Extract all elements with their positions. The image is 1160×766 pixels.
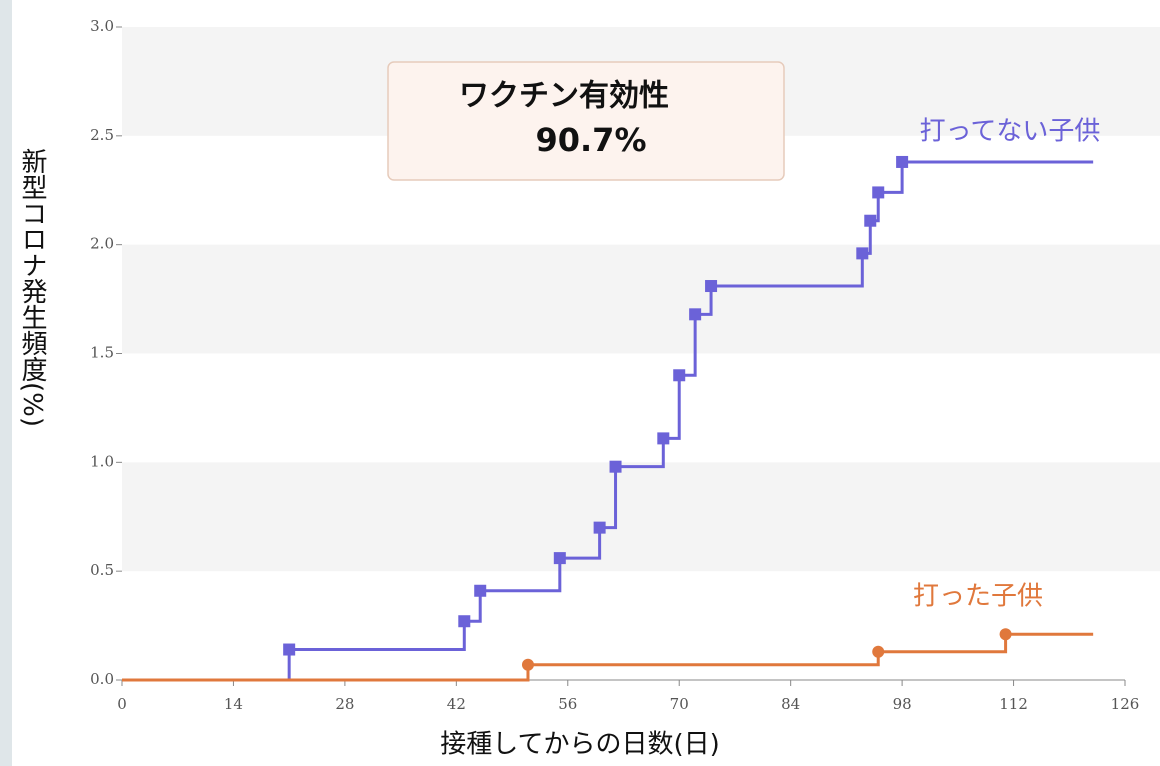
marker xyxy=(458,615,471,628)
marker xyxy=(609,460,622,473)
series-label: 打ってない子供 xyxy=(920,117,1101,147)
y-tick-label: 0.5 xyxy=(90,561,114,579)
marker xyxy=(283,643,296,656)
grid-band xyxy=(122,244,1160,354)
x-tick-label: 14 xyxy=(224,695,243,713)
marker xyxy=(856,247,869,260)
marker xyxy=(553,552,566,565)
x-tick-label: 42 xyxy=(447,695,466,713)
y-tick-label: 0.0 xyxy=(90,670,114,688)
y-tick-label: 3.0 xyxy=(90,17,114,35)
x-tick-label: 98 xyxy=(893,695,912,713)
marker xyxy=(999,628,1012,641)
y-tick-label: 1.5 xyxy=(90,344,114,362)
marker xyxy=(689,308,702,321)
y-tick-label: 1.0 xyxy=(90,452,114,470)
x-axis-label: 接種してからの日数(日) xyxy=(440,730,720,760)
y-axis-label: 新型コロナ発生頻度(%) xyxy=(17,148,47,427)
x-tick-label: 0 xyxy=(117,695,127,713)
marker xyxy=(864,214,877,227)
annotation: 90.7% xyxy=(535,121,646,159)
marker xyxy=(593,521,606,534)
x-tick-label: 126 xyxy=(1111,695,1140,713)
marker xyxy=(705,280,718,293)
y-tick-label: 2.0 xyxy=(90,235,114,253)
x-tick-label: 28 xyxy=(335,695,354,713)
marker xyxy=(474,584,487,597)
series-label: 打った子供 xyxy=(913,582,1043,612)
marker xyxy=(673,369,686,382)
marker xyxy=(657,432,670,445)
annotation-box xyxy=(387,61,785,181)
marker xyxy=(872,186,885,199)
marker xyxy=(872,645,885,658)
x-tick-label: 112 xyxy=(999,695,1028,713)
x-tick-label: 84 xyxy=(781,695,800,713)
marker xyxy=(896,155,909,168)
x-tick-label: 56 xyxy=(558,695,577,713)
x-tick-label: 70 xyxy=(670,695,689,713)
marker xyxy=(521,658,534,671)
annotation: ワクチン有効性 xyxy=(459,79,669,114)
y-tick-label: 2.5 xyxy=(90,126,114,144)
grid-band xyxy=(122,462,1160,572)
